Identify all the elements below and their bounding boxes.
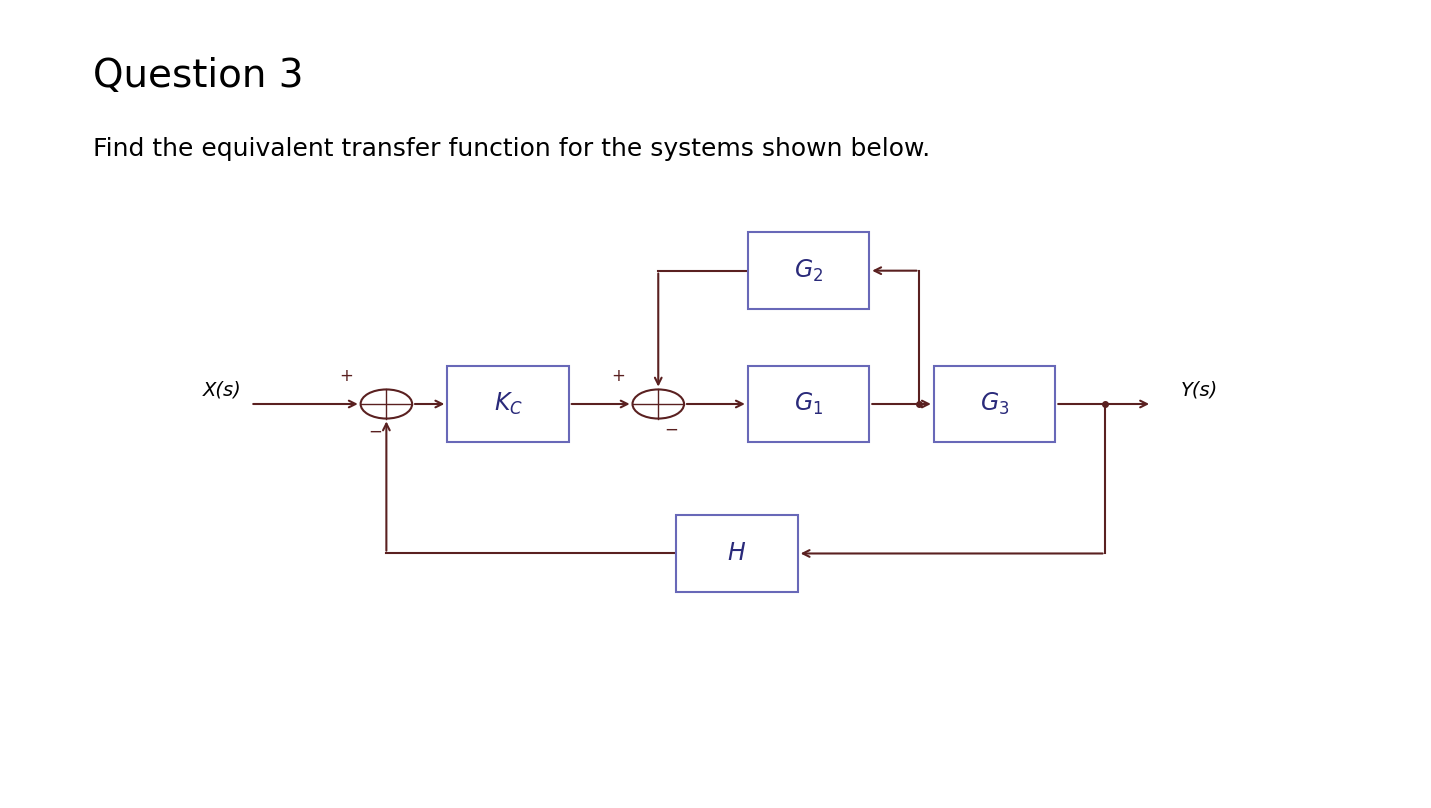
Text: Find the equivalent transfer function for the systems shown below.: Find the equivalent transfer function fo… xyxy=(93,137,930,162)
Text: −: − xyxy=(664,421,678,439)
Text: $K_{C}$: $K_{C}$ xyxy=(494,391,522,417)
FancyBboxPatch shape xyxy=(933,365,1055,443)
Text: −: − xyxy=(368,423,382,440)
Text: Question 3: Question 3 xyxy=(93,57,303,95)
Text: $H$: $H$ xyxy=(727,541,747,566)
FancyBboxPatch shape xyxy=(747,233,869,309)
FancyBboxPatch shape xyxy=(446,365,568,443)
Circle shape xyxy=(633,389,684,419)
Text: $G_{3}$: $G_{3}$ xyxy=(980,391,1009,417)
Text: Y(s): Y(s) xyxy=(1181,381,1218,400)
FancyBboxPatch shape xyxy=(747,365,869,443)
Text: $G_{2}$: $G_{2}$ xyxy=(794,258,823,284)
FancyBboxPatch shape xyxy=(675,516,798,591)
Text: +: + xyxy=(611,368,625,385)
Text: $G_{1}$: $G_{1}$ xyxy=(794,391,823,417)
Circle shape xyxy=(361,389,412,419)
Text: X(s): X(s) xyxy=(202,381,242,400)
Text: +: + xyxy=(339,368,353,385)
